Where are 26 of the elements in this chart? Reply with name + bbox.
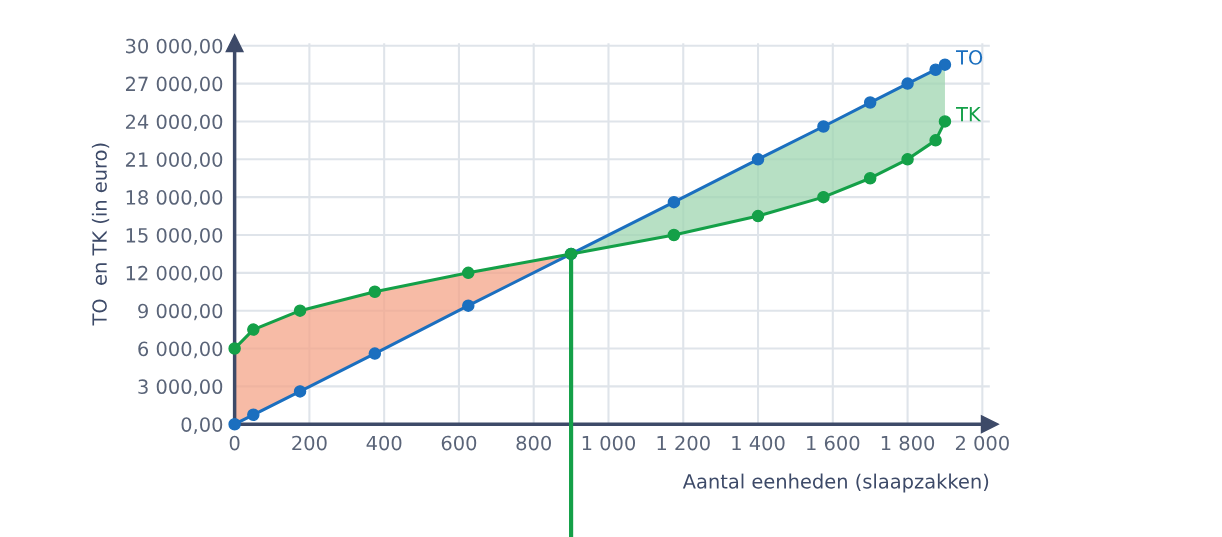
y-tick-label: 15 000,00 [126,227,223,245]
y-tick-label: 21 000,00 [125,152,223,169]
x-tick-label: 1 200 [657,435,710,451]
x-tick-label: 1 800 [881,435,935,451]
x-tick-label: 0 [229,435,240,451]
y-tick-label: 12 000,00 [126,265,223,283]
x-tick-label: 1 400 [732,435,785,451]
x-tick-label: 200 [292,435,327,451]
y-tick-label: 30 000,00 [126,38,223,56]
x-tick-label: 800 [516,435,551,451]
y-tick-label: 24 000,00 [125,114,223,132]
y-tick-label: 6 000,00 [138,341,223,359]
series-label: TK [956,107,982,122]
x-tick-label: 400 [366,435,402,451]
y-tick-label: 18 000,00 [126,190,223,207]
y-axis-title: TO en TK (in euro) [91,143,110,326]
y-tick-label: 0,00 [181,417,223,434]
x-tick-label: 2 000 [955,435,1009,451]
y-tick-label: 27 000,00 [125,76,223,94]
y-tick-label: 9 000,00 [138,303,223,321]
x-axis-title: Aantal eenheden (slaapzakken) [682,473,989,493]
x-tick-label: 1 000 [582,435,636,451]
x-tick-label: 1 600 [807,435,860,451]
series-label: TO [956,50,983,65]
x-tick-label: 600 [441,435,477,451]
y-tick-label: 3 000,00 [138,379,223,397]
